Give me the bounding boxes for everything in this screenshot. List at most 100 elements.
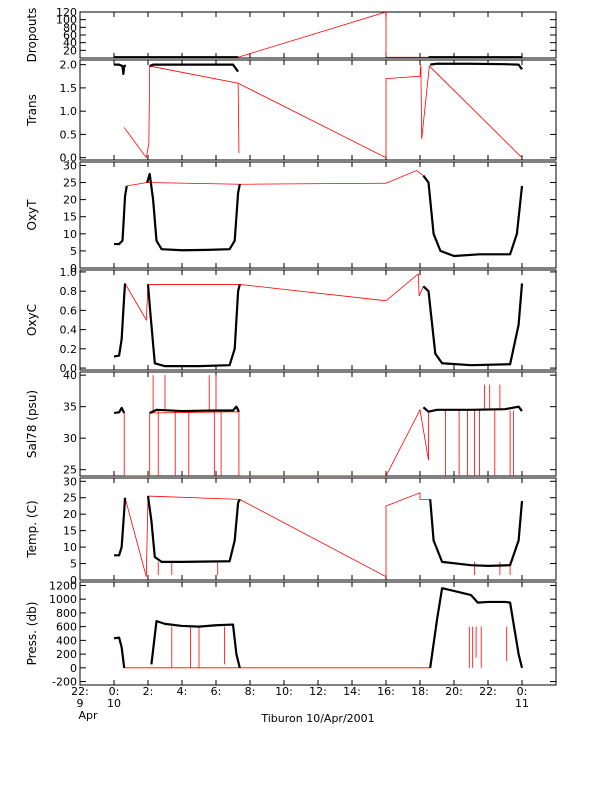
panel-plot-area [113, 375, 523, 476]
black-series-line [149, 63, 239, 73]
y-axis-title: Trans [25, 94, 39, 127]
y-tick-label: 60 [63, 29, 77, 42]
y-tick-label: 1000 [49, 593, 77, 606]
red-series-line [123, 408, 429, 476]
x-tick-label: 10: [275, 685, 293, 698]
panel-plot-area [114, 492, 524, 578]
y-tick-label: 25 [63, 177, 77, 190]
black-series-line [114, 497, 127, 557]
y-tick-label: 1.5 [60, 82, 78, 95]
red-series-line [124, 492, 431, 578]
y-tick-label: 25 [63, 492, 77, 505]
y-tick-label: 0.5 [60, 128, 78, 141]
y-tick-label: 0.0 [60, 152, 78, 165]
black-series-line [150, 620, 241, 669]
y-axis-title: Sal78 (psu) [25, 390, 39, 458]
x-tick-label: 0: [109, 685, 120, 698]
y-tick-label: 5 [70, 558, 77, 571]
y-tick-label: 30 [63, 475, 77, 488]
black-series-line [113, 283, 127, 358]
panels-layer: 20406080100120Dropouts0.00.51.01.52.0Tra… [25, 6, 557, 689]
y-tick-label: 400 [56, 634, 77, 647]
y-tick-label: 800 [56, 607, 77, 620]
y-axis-title: Dropouts [25, 8, 39, 63]
y-tick-label: 0 [70, 662, 77, 675]
y-tick-label: 0.0 [60, 362, 78, 375]
y-tick-label: 20 [63, 508, 77, 521]
y-tick-label: 120 [56, 6, 77, 19]
red-series-line [126, 170, 424, 187]
black-series-line [113, 406, 126, 415]
black-series-line [146, 172, 241, 252]
panel-oxyc: 0.0 0.2 0.4 0.6 0.8 1.0 OxyC [25, 266, 557, 375]
panel-plot-area [114, 62, 523, 159]
panel-temp: 0 5 10 15 20 25 30 Temp. (C) [25, 475, 557, 587]
black-series-line [114, 185, 128, 246]
x-tick-label: 0: [517, 685, 528, 698]
y-tick-label: 20 [63, 194, 77, 207]
y-axis-title: Press. (db) [25, 602, 39, 666]
y-tick-label: 0 [70, 574, 77, 587]
x-tick-label: 4: [177, 685, 188, 698]
y-tick-label: 0 [70, 262, 77, 275]
y-tick-label: 40 [63, 37, 77, 50]
x-tick-label: 9 [77, 697, 84, 710]
y-tick-label: 600 [56, 621, 77, 634]
y-tick-label: 30 [63, 432, 77, 445]
y-tick-label: 30 [63, 159, 77, 172]
y-tick-label: 200 [56, 648, 77, 661]
y-tick-label: 5 [70, 245, 77, 258]
x-tick-label: 8: [245, 685, 256, 698]
y-tick-label: 15 [63, 211, 77, 224]
y-tick-label: 2.0 [60, 59, 78, 72]
black-series-line [113, 636, 126, 668]
x-tick-label: 12: [309, 685, 327, 698]
y-tick-label: 100 [56, 14, 77, 27]
x-tick-label: 22: [71, 685, 89, 698]
y-tick-label: 10 [63, 228, 77, 241]
x-tick-label: 10 [107, 697, 121, 710]
black-series-line [149, 405, 240, 414]
y-tick-label: 1.0 [60, 266, 78, 279]
x-tick-label: 6: [211, 685, 222, 698]
y-tick-label: 80 [63, 21, 77, 34]
y-tick-label: -200 [52, 676, 77, 689]
black-series-line [422, 175, 524, 258]
y-tick-label: 1.0 [60, 105, 78, 118]
panel-sal78: 25 30 35 40 Sal78 (psu) [25, 369, 557, 477]
x-tick-label: 22: [479, 685, 497, 698]
red-series-line [123, 64, 523, 159]
black-series-line [422, 405, 523, 413]
black-series-line [429, 499, 524, 567]
y-tick-label: 0.2 [60, 343, 78, 356]
x-tick-label: 18: [411, 685, 429, 698]
y-axis-title: OxyT [25, 199, 39, 231]
x-tick-label: 2: [143, 685, 154, 698]
y-axis-title: Temp. (C) [25, 500, 39, 558]
y-tick-label: 0.8 [60, 285, 78, 298]
y-tick-label: 40 [63, 369, 77, 382]
x-axis-title: Tiburon 10/Apr/2001 [260, 712, 374, 725]
y-tick-label: 15 [63, 525, 77, 538]
y-tick-label: 10 [63, 541, 77, 554]
black-series-line [422, 283, 524, 367]
x-tick-label: Apr [78, 709, 98, 722]
y-tick-label: 0.6 [60, 304, 78, 317]
black-series-line [146, 284, 241, 368]
panel-plot-area [113, 587, 524, 669]
red-series-line [124, 273, 424, 322]
x-tick-label: 16: [377, 685, 395, 698]
y-tick-label: 35 [63, 401, 77, 414]
black-series-line [146, 495, 241, 564]
x-tick-label: 11 [515, 697, 529, 710]
panel-trans: 0.0 0.5 1.0 1.5 2.0 Trans [25, 59, 557, 165]
black-series-line [429, 587, 524, 669]
y-tick-label: 20 [63, 44, 77, 57]
panel-oxyt: 0 5 10 15 20 25 30 OxyT [25, 159, 557, 275]
panel-plot-area [113, 273, 524, 368]
